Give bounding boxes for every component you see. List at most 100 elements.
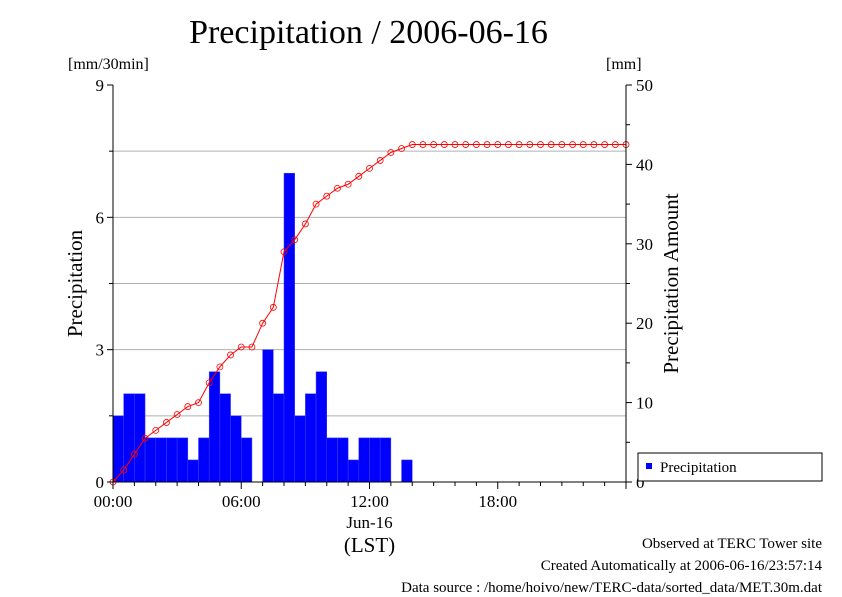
cumulative-point (558, 141, 566, 148)
precipitation-bar (379, 437, 392, 483)
x-tick-label: 18:00 (478, 492, 517, 511)
precipitation-bar (315, 371, 327, 483)
precipitation-bar (305, 393, 317, 483)
precipitation-bar (347, 459, 360, 483)
footer-observed: Observed at TERC Tower site (641, 536, 822, 552)
cumulative-point (408, 141, 416, 148)
x-tick-label: 06:00 (222, 492, 261, 511)
x-axis-date-label: Jun-16 (346, 513, 392, 532)
precipitation-bar (262, 349, 274, 483)
x-tick-label: 00:00 (94, 492, 133, 511)
legend-swatch (646, 463, 652, 469)
cumulative-point (227, 351, 234, 359)
precipitation-bar (208, 371, 221, 483)
cumulative-point (440, 141, 448, 148)
cumulative-point (472, 141, 480, 148)
cumulative-point (601, 141, 609, 148)
cumulative-point (579, 141, 587, 148)
precipitation-bar (219, 393, 231, 483)
cumulative-point (173, 411, 181, 418)
cumulative-point (569, 141, 576, 148)
cumulative-point (419, 141, 427, 148)
left-axis-unit: [mm/30min] (68, 56, 149, 73)
cumulative-point (430, 141, 438, 148)
precipitation-bar (176, 437, 189, 483)
left-tick-label: 6 (96, 208, 105, 227)
precipitation-bar (326, 437, 338, 483)
cumulative-point (526, 141, 534, 148)
right-tick-label: 40 (636, 155, 653, 174)
precipitation-bar (369, 437, 381, 483)
footer-source: Data source : /home/hoivo/new/TERC-data/… (401, 580, 822, 596)
cumulative-point (237, 343, 245, 351)
legend-label: Precipitation (660, 460, 737, 476)
precipitation-bar (273, 393, 285, 483)
cumulative-point (611, 141, 619, 148)
cumulative-point (301, 220, 309, 228)
right-tick-label: 0 (636, 473, 645, 492)
cumulative-point (398, 145, 405, 152)
precipitation-bar (198, 437, 210, 483)
cumulative-point (259, 319, 267, 327)
precipitation-bar (358, 437, 370, 483)
cumulative-point (494, 141, 502, 148)
cumulative-point (334, 184, 341, 192)
cumulative-point (590, 141, 598, 148)
cumulative-point (130, 450, 138, 458)
x-axis-timezone-label: (LST) (344, 533, 395, 557)
cumulative-point (184, 403, 192, 410)
legend-box (637, 452, 823, 482)
cumulative-point (537, 141, 544, 148)
cumulative-point (505, 141, 512, 148)
precipitation-bar (337, 437, 349, 483)
cumulative-point (269, 303, 277, 311)
precipitation-bar (155, 437, 167, 483)
precipitation-bar (187, 459, 199, 483)
cumulative-point (344, 180, 352, 188)
precipitation-bar (401, 459, 413, 483)
precipitation-bar (123, 393, 135, 483)
left-tick-label: 3 (96, 341, 105, 360)
precipitation-bar (294, 415, 306, 483)
cumulative-point (205, 379, 213, 387)
cumulative-point (248, 343, 256, 351)
cumulative-point (280, 248, 288, 256)
cumulative-point (451, 141, 459, 148)
cumulative-point (366, 164, 373, 172)
precipitation-bar (134, 393, 146, 483)
footer-created: Created Automatically at 2006-06-16/23:5… (540, 558, 822, 574)
cumulative-point (547, 141, 555, 148)
precipitation-bar (230, 415, 242, 483)
left-tick-label: 9 (96, 76, 105, 95)
right-axis-unit: [mm] (606, 56, 642, 73)
cumulative-line (112, 144, 626, 483)
left-axis-title: Precipitation (63, 229, 87, 337)
right-tick-label: 50 (636, 76, 653, 95)
x-tick-label: 12:00 (350, 492, 389, 511)
cumulative-point (387, 149, 395, 156)
cumulative-point (312, 200, 320, 208)
chart-title: Precipitation / 2006-06-16 (189, 14, 548, 51)
precipitation-bar (144, 437, 156, 483)
cumulative-point (323, 192, 331, 200)
cumulative-point (355, 172, 363, 180)
cumulative-point (195, 399, 202, 407)
right-tick-label: 20 (636, 314, 653, 333)
cumulative-point (163, 419, 170, 426)
cumulative-point (483, 141, 491, 148)
right-tick-label: 30 (636, 235, 653, 254)
right-tick-label: 10 (636, 394, 653, 413)
precipitation-bar (241, 437, 253, 483)
cumulative-point (152, 426, 160, 434)
precipitation-bar (283, 172, 295, 483)
cumulative-point (120, 466, 128, 474)
right-axis-title: Precipitation Amount (659, 193, 683, 373)
cumulative-point (376, 157, 384, 164)
cumulative-point (515, 141, 523, 148)
cumulative-point (141, 434, 149, 442)
cumulative-point (462, 141, 470, 148)
precipitation-bar (166, 437, 178, 483)
cumulative-point (291, 236, 299, 244)
left-tick-label: 0 (96, 473, 105, 492)
